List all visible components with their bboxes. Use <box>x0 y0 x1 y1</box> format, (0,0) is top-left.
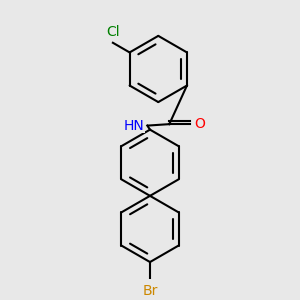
Text: Cl: Cl <box>106 25 120 39</box>
Text: Br: Br <box>142 284 158 298</box>
Text: HN: HN <box>124 118 145 133</box>
Text: O: O <box>194 117 205 131</box>
